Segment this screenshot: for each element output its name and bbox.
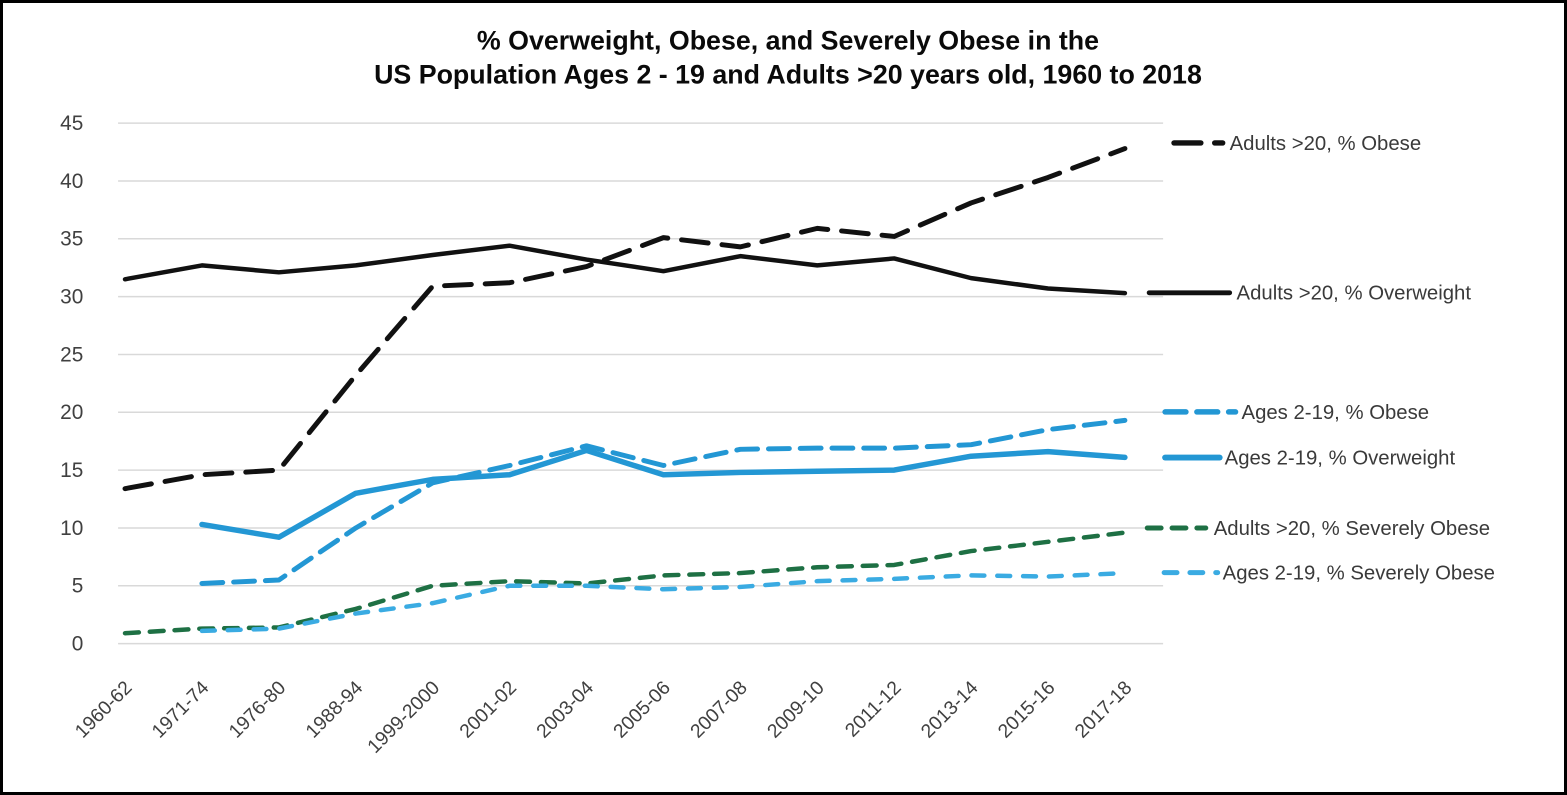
x-axis-tick-label: 1999-2000 [363, 677, 444, 758]
chart-title-line1: % Overweight, Obese, and Severely Obese … [477, 26, 1099, 56]
adults-severe-line [122, 530, 1128, 636]
y-axis-tick-label: 30 [60, 286, 83, 309]
x-axis-tick-label: 2015-16 [994, 677, 1060, 743]
x-axis-tick-label: 2007-08 [686, 677, 752, 743]
kids-obese-line [199, 417, 1128, 586]
x-axis-tick-label: 2005-06 [609, 677, 675, 743]
grid-layer [118, 122, 1164, 645]
kids-overweight-line [199, 447, 1128, 540]
adults-severe-legend-label: Adults >20, % Severely Obese [1214, 518, 1490, 540]
y-axis-tick-label: 10 [60, 517, 83, 540]
x-axis-tick-label: 2009-10 [763, 677, 829, 743]
x-axis-tick-label: 1976-80 [225, 677, 291, 743]
legend: Adults >20, % Obese Adults >20, % Overwei… [1144, 133, 1495, 585]
adults-obese-line [122, 146, 1128, 492]
y-axis-tick-label: 45 [60, 112, 83, 135]
adults-overweight-legend-label: Adults >20, % Overweight [1237, 283, 1472, 305]
y-axis-tick-label: 35 [60, 228, 83, 251]
y-axis-tick-label: 0 [72, 633, 84, 656]
series-layer [122, 146, 1128, 636]
adults-overweight-line [122, 243, 1128, 296]
chart-title-line2: US Population Ages 2 - 19 and Adults >20… [374, 59, 1202, 89]
y-axis-tick-label: 20 [60, 401, 83, 424]
x-axis-tick-label: 1960-62 [71, 677, 137, 743]
x-axis-tick-label: 1988-94 [301, 677, 367, 743]
adults-obese-legend-label: Adults >20, % Obese [1230, 133, 1422, 155]
y-axis-tick-label: 25 [60, 343, 83, 366]
kids-severe-line [199, 570, 1128, 634]
kids-overweight-legend-label: Ages 2-19, % Overweight [1225, 447, 1456, 469]
kids-obese-legend-label: Ages 2-19, % Obese [1242, 402, 1430, 424]
y-axis-tick-label: 15 [60, 459, 83, 482]
x-axis-tick-label: 2013-14 [917, 677, 983, 743]
x-axis-tick-label: 2003-04 [532, 677, 598, 743]
y-axis-tick-label: 5 [72, 575, 84, 598]
x-axis-tick-label: 1971-74 [148, 677, 214, 743]
kids-severe-legend-label: Ages 2-19, % Severely Obese [1223, 563, 1495, 585]
x-axis-tick-label: 2011-12 [841, 677, 906, 742]
y-axis-tick-label: 40 [60, 170, 83, 193]
x-axis-tick-label: 2001-02 [455, 677, 521, 743]
x-axis-tick-label: 2017-18 [1071, 677, 1137, 743]
chart: % Overweight, Obese, and Severely Obese … [60, 26, 1495, 758]
